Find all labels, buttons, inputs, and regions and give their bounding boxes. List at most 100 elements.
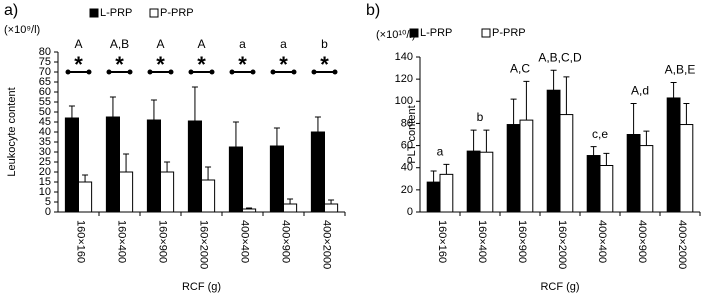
error-bar: [550, 69, 557, 91]
bar: [201, 179, 216, 213]
bar: [439, 173, 454, 213]
bracket-end: [311, 69, 317, 75]
error-bar: [246, 207, 253, 209]
y-tick-label: 45: [39, 116, 51, 128]
y-tick-label: 65: [39, 76, 51, 88]
letter: a: [239, 37, 246, 51]
bracket-end: [127, 69, 133, 75]
x-tick-label: 160×2000: [198, 220, 210, 269]
bracket-end: [188, 69, 194, 75]
legend-swatch: [481, 28, 491, 38]
y-tick-label: 70: [39, 66, 51, 78]
error-bar: [590, 146, 597, 156]
x-tick-label: 160×900: [516, 220, 528, 263]
letter: A: [74, 37, 82, 51]
bar: [519, 119, 534, 213]
error-bar: [109, 96, 116, 117]
significance: *: [197, 52, 206, 77]
letter: a: [437, 145, 444, 159]
bar: [479, 151, 494, 213]
error-bar: [164, 161, 171, 172]
x-tick-label: 400×900: [636, 220, 648, 263]
bar: [283, 203, 298, 213]
x-tick-label: 160×160: [75, 220, 87, 263]
error-bar: [510, 98, 517, 125]
bracket-end: [147, 69, 153, 75]
y-tick-label: 60: [39, 86, 51, 98]
error-bar: [68, 105, 75, 118]
bar: [546, 89, 561, 213]
error-bar: [523, 80, 530, 121]
letter: a: [280, 37, 287, 51]
bar: [679, 124, 694, 213]
chart-title: b): [366, 2, 380, 19]
y-unit: (×10¹⁰/l): [376, 29, 416, 41]
bracket-end: [250, 69, 256, 75]
x-tick-label: 400×900: [280, 220, 292, 263]
y-axis-label: PLT content: [406, 105, 418, 163]
error-bar: [205, 166, 212, 180]
chart-title: a): [4, 2, 18, 19]
y-axis-label: Leukocyte content: [6, 87, 18, 176]
bar: [146, 119, 162, 213]
letter: A: [197, 37, 205, 51]
bar: [599, 165, 614, 213]
significance: *: [74, 52, 83, 77]
y-tick-label: 120: [395, 73, 413, 85]
bar: [78, 181, 93, 213]
letter: A,B,C,D: [538, 50, 582, 64]
bar: [269, 145, 285, 213]
y-tick-label: 20: [401, 184, 413, 196]
bracket-end: [229, 69, 235, 75]
y-tick-label: 140: [395, 51, 413, 63]
y-tick-label: 50: [39, 106, 51, 118]
y-tick-label: 80: [401, 117, 413, 129]
y-tick-label: 0: [45, 206, 51, 218]
error-bar: [287, 198, 294, 204]
bar: [64, 117, 79, 213]
y-tick-label: 55: [39, 96, 51, 108]
error-bar: [314, 116, 321, 132]
bracket-end: [65, 69, 71, 75]
y-tick-label: 40: [39, 126, 51, 138]
legend-label: L-PRP: [420, 27, 452, 39]
bracket-end: [270, 69, 276, 75]
x-tick-label: 160×900: [157, 220, 169, 263]
error-bar: [563, 76, 570, 115]
letter: c,e: [592, 127, 608, 141]
y-tick-label: 20: [39, 166, 51, 178]
bar: [586, 155, 601, 213]
bar: [324, 203, 339, 213]
error-bar: [328, 199, 335, 204]
bar: [426, 181, 441, 213]
bracket-end: [291, 69, 297, 75]
significance: *: [320, 52, 329, 77]
y-tick-label: 30: [39, 146, 51, 158]
x-tick-label: 160×2000: [556, 220, 568, 269]
bar: [310, 131, 326, 213]
letter: A: [156, 37, 164, 51]
bracket-end: [168, 69, 174, 75]
significance: *: [279, 52, 288, 77]
letter: A,B,E: [665, 63, 696, 77]
error-bar: [630, 103, 637, 135]
x-axis-label: RCF (g): [182, 281, 221, 293]
legend-swatch: [89, 8, 99, 18]
y-tick-label: 10: [39, 186, 51, 198]
legend-label: L-PRP: [100, 7, 132, 19]
letter: A,B: [110, 37, 129, 51]
legend-label: P-PRP: [492, 27, 526, 39]
bar: [559, 114, 574, 213]
error-bar: [470, 129, 477, 152]
bar: [639, 145, 654, 213]
y-tick-label: 80: [39, 46, 51, 58]
bracket-end: [209, 69, 215, 75]
y-tick-label: 35: [39, 136, 51, 148]
y-tick-label: 40: [401, 162, 413, 174]
error-bar: [670, 81, 677, 98]
error-bar: [123, 153, 130, 172]
x-tick-label: 400×400: [596, 220, 608, 263]
significance: *: [156, 52, 165, 77]
y-tick-label: 25: [39, 156, 51, 168]
